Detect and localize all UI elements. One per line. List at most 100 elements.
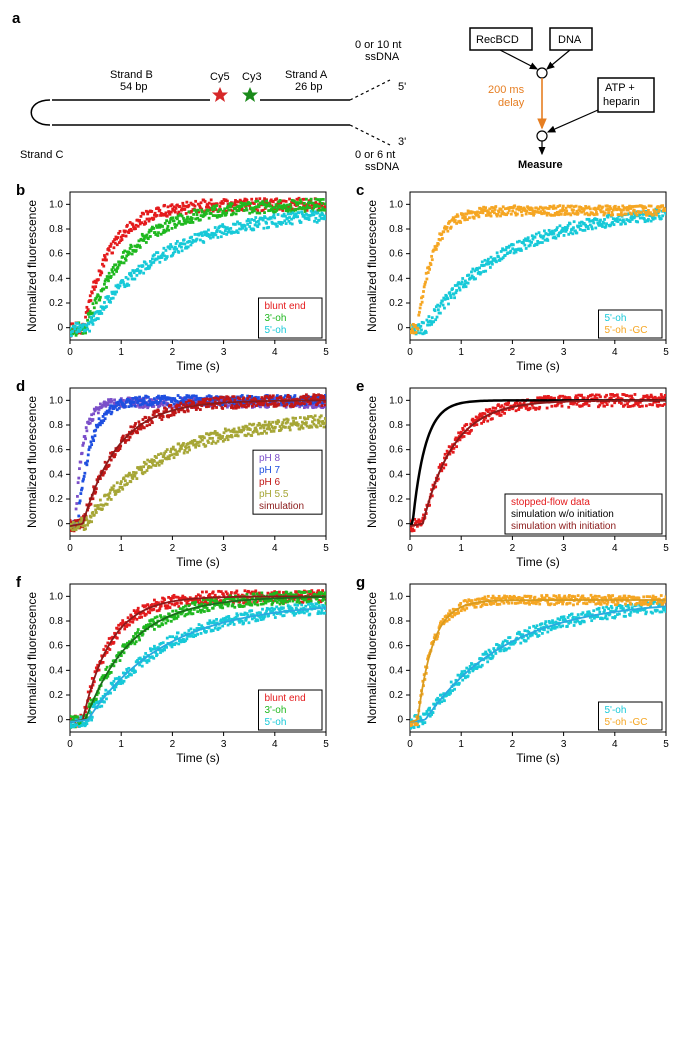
diagram-a: Strand B 54 bp Strand A 26 bp Cy5 Cy3 St… [10,10,688,180]
x-axis-label: Time (s) [516,555,560,569]
svg-text:0.4: 0.4 [49,273,63,284]
svg-text:0.2: 0.2 [389,494,403,505]
legend-item: blunt end [265,301,306,312]
svg-text:3: 3 [221,347,227,358]
panel-label-g: g [356,574,365,591]
top-ssdna-1: 0 or 10 nt [355,39,401,51]
merge-node-2-icon [537,131,547,141]
svg-text:5: 5 [323,347,329,358]
svg-text:0.2: 0.2 [49,298,63,309]
svg-text:0.2: 0.2 [49,690,63,701]
svg-text:0.4: 0.4 [389,469,403,480]
svg-text:2: 2 [170,543,176,554]
cy5-star-icon [212,87,228,102]
svg-text:5: 5 [663,347,669,358]
x-axis-label: Time (s) [176,359,220,373]
svg-text:0.8: 0.8 [49,420,63,431]
strand-a-bp: 26 bp [295,81,323,93]
svg-text:0: 0 [57,519,63,530]
strand-b-label: Strand B [110,69,153,81]
svg-text:0: 0 [67,543,73,554]
x-axis-label: Time (s) [516,359,560,373]
strand-b-bp: 54 bp [120,81,148,93]
atp-box-2: heparin [603,96,640,108]
chart-grid: b01234500.20.40.60.81.0Time (s)Normalize… [10,186,688,768]
legend-item: simulation w/o initiation [511,509,614,520]
svg-text:3: 3 [561,347,567,358]
svg-text:0.2: 0.2 [49,494,63,505]
svg-text:1.0: 1.0 [389,395,403,406]
svg-text:3: 3 [561,543,567,554]
legend-item: stopped-flow data [511,497,590,508]
five-prime-label: 5' [398,81,406,93]
svg-text:0.6: 0.6 [389,445,403,456]
top-ssdna-2: ssDNA [365,51,400,63]
y-axis-label: Normalized fluorescence [25,592,39,724]
legend-item: 5'-oh [265,717,287,728]
y-axis-label: Normalized fluorescence [365,396,379,528]
panel-label-c: c [356,182,364,199]
svg-text:1: 1 [118,543,124,554]
svg-text:0: 0 [67,347,73,358]
svg-text:1: 1 [118,739,124,750]
x-axis-label: Time (s) [516,751,560,765]
delay-1: 200 ms [488,84,525,96]
svg-text:1.0: 1.0 [49,395,63,406]
svg-text:1: 1 [118,347,124,358]
panel-label-b: b [16,182,25,199]
legend-item: 3'-oh [265,313,287,324]
cy3-label: Cy3 [242,71,262,83]
legend-item: 5'-oh -GC [605,325,648,336]
measure-label: Measure [518,159,563,171]
legend: stopped-flow datasimulation w/o initiati… [505,494,662,534]
svg-text:0.6: 0.6 [49,249,63,260]
svg-text:0: 0 [57,323,63,334]
strand-a-label: Strand A [285,69,328,81]
y-axis-label: Normalized fluorescence [365,592,379,724]
three-prime-label: 3' [398,136,406,148]
legend: blunt end3'-oh5'-oh [259,298,323,338]
legend-item: simulation with initiation [511,521,616,532]
legend-item: blunt end [265,693,306,704]
svg-text:1: 1 [458,543,464,554]
svg-text:0.8: 0.8 [49,616,63,627]
cy3-star-icon [242,87,258,102]
svg-text:2: 2 [510,347,516,358]
svg-text:0: 0 [397,323,403,334]
legend-item: pH 7 [259,465,281,476]
svg-text:1.0: 1.0 [49,591,63,602]
svg-text:3: 3 [221,543,227,554]
svg-text:0: 0 [407,347,413,358]
svg-text:0.4: 0.4 [49,665,63,676]
svg-text:0: 0 [67,739,73,750]
bot-ssdna-1: 0 or 6 nt [355,149,395,161]
legend-item: 3'-oh [265,705,287,716]
svg-text:4: 4 [272,543,278,554]
svg-text:0.6: 0.6 [49,641,63,652]
legend-item: 5'-oh [265,325,287,336]
svg-text:0.8: 0.8 [49,224,63,235]
chart-g: 01234500.20.40.60.81.0Time (s)Normalized… [362,578,672,768]
svg-text:4: 4 [612,347,618,358]
chart-b: 01234500.20.40.60.81.0Time (s)Normalized… [22,186,332,376]
legend-item: pH 5.5 [259,489,289,500]
recbcd-box: RecBCD [476,34,519,46]
merge-node-1-icon [537,68,547,78]
delay-2: delay [498,97,525,109]
svg-text:0.4: 0.4 [389,273,403,284]
y-axis-label: Normalized fluorescence [25,396,39,528]
svg-text:2: 2 [170,739,176,750]
panel-label-a: a [12,10,20,27]
legend-item: pH 8 [259,453,281,464]
svg-text:5: 5 [663,543,669,554]
chart-e: 01234500.20.40.60.81.0Time (s)Normalized… [362,382,672,572]
legend-item: 5'-oh [605,313,627,324]
svg-text:2: 2 [510,543,516,554]
svg-text:4: 4 [612,543,618,554]
svg-text:0: 0 [397,519,403,530]
legend-item: 5'-oh -GC [605,717,648,728]
legend-item: pH 6 [259,477,281,488]
legend: pH 8pH 7pH 6pH 5.5simulation [253,450,322,514]
svg-text:0: 0 [57,715,63,726]
dna-box: DNA [558,34,582,46]
